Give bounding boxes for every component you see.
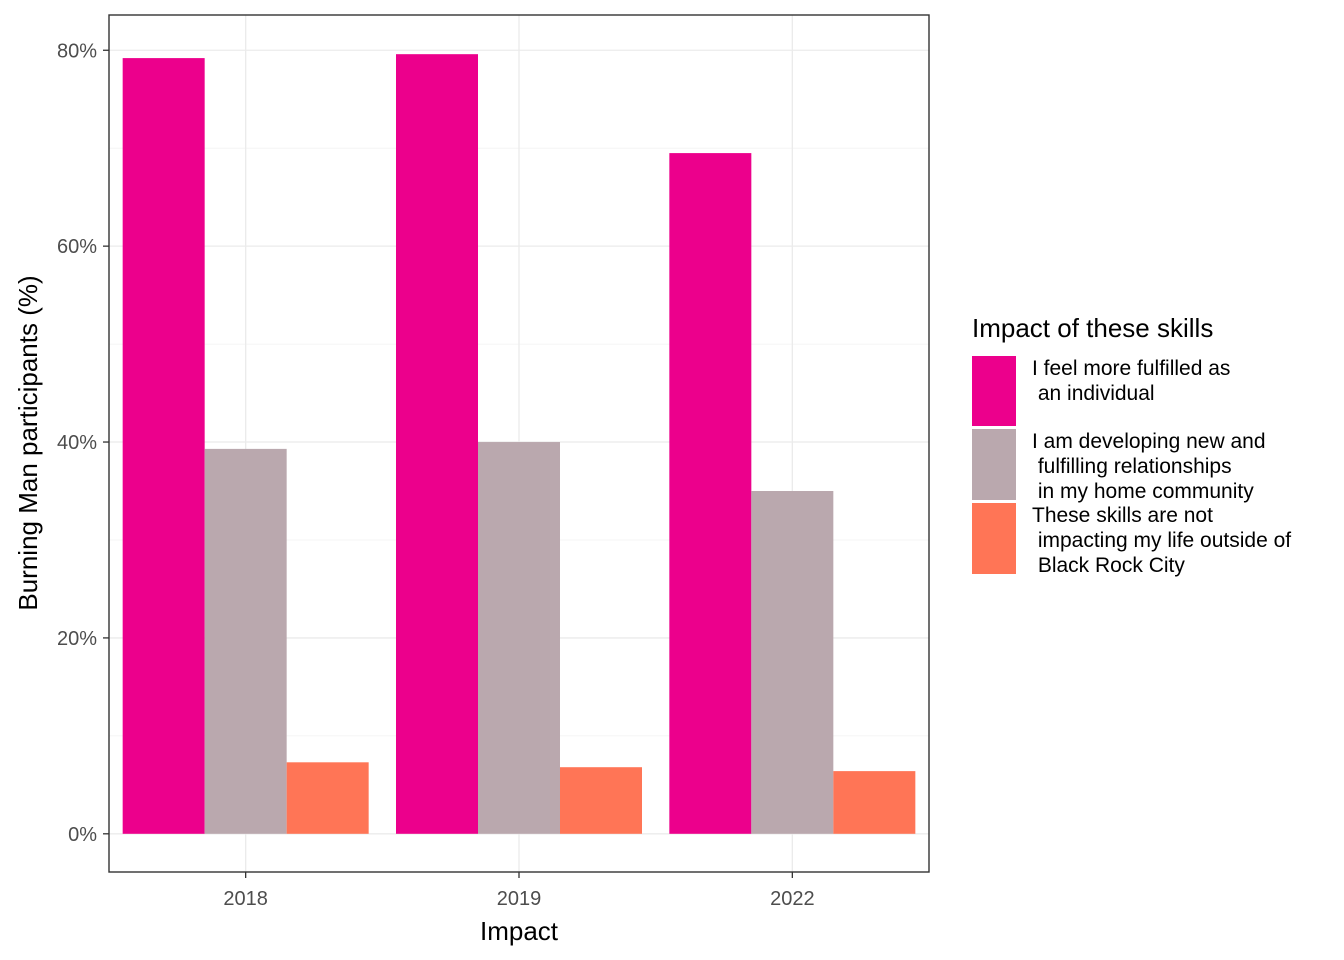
legend-key-series-3 (972, 503, 1016, 574)
legend-label-series-2: I am developing new and (1032, 430, 1266, 453)
y-tick-label: 40% (57, 432, 97, 454)
bar-2022-series-1 (669, 153, 752, 834)
bars (122, 54, 916, 834)
y-tick-label: 20% (57, 628, 97, 650)
bar-2022-series-3 (833, 771, 916, 834)
x-axis-title: Impact (480, 916, 559, 946)
bar-2019-series-1 (396, 54, 478, 834)
legend-label-series-1: I feel more fulfilled as (1032, 357, 1230, 380)
legend-label-series-2: fulfilling relationships (1032, 455, 1232, 478)
legend-key-series-1 (972, 356, 1016, 426)
x-tick-label: 2022 (770, 888, 815, 910)
y-tick-label: 80% (57, 40, 97, 62)
legend-key-series-2 (972, 429, 1016, 500)
y-tick-label: 60% (57, 236, 97, 258)
legend: Impact of these skills I feel more fulfi… (972, 313, 1291, 577)
legend-label-series-3: impacting my life outside of (1032, 529, 1291, 552)
x-axis: 2018 2019 2022 (223, 872, 815, 910)
legend-label-series-3: These skills are not (1032, 504, 1213, 527)
bar-2018-series-3 (286, 762, 369, 834)
bar-2019-series-2 (478, 442, 560, 834)
legend-label-series-2: in my home community (1032, 480, 1254, 503)
legend-title: Impact of these skills (972, 313, 1213, 343)
bar-2022-series-2 (751, 491, 834, 834)
y-axis-title: Burning Man participants (%) (13, 275, 43, 610)
y-tick-label: 0% (68, 824, 97, 846)
y-axis: 0% 20% 40% 60% 80% (57, 40, 109, 846)
bar-2018-series-1 (122, 58, 205, 834)
x-tick-label: 2019 (497, 888, 542, 910)
bar-2019-series-3 (560, 767, 642, 834)
legend-label-series-3: Black Rock City (1032, 554, 1185, 577)
legend-label-series-1: an individual (1032, 382, 1155, 405)
x-tick-label: 2018 (223, 888, 268, 910)
bar-2018-series-2 (204, 448, 287, 834)
